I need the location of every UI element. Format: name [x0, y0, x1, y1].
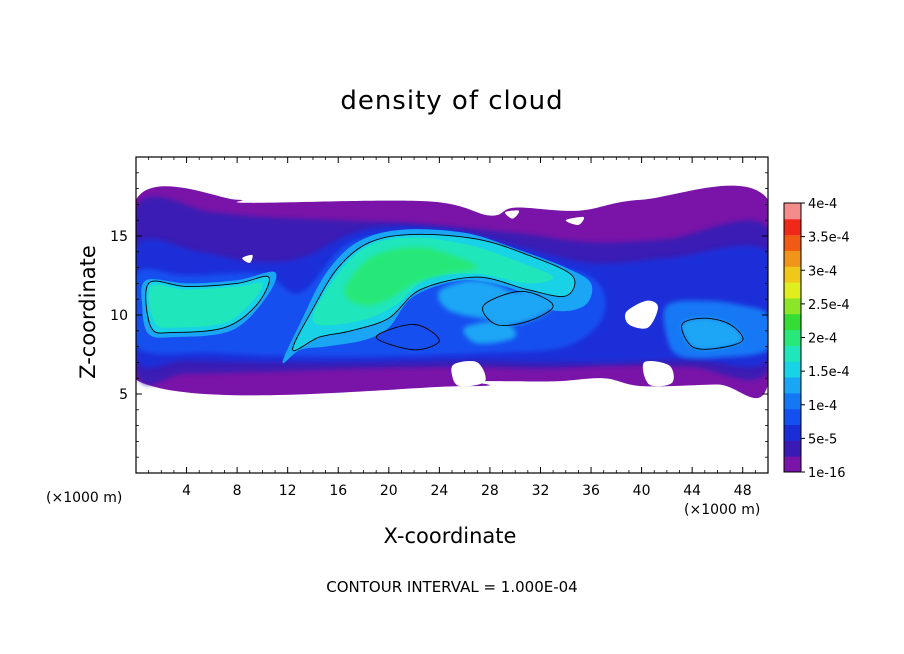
x-axis-label: X-coordinate [383, 524, 517, 548]
colorbar-tick-label: 4e-4 [808, 197, 837, 212]
contour-mid-patch [482, 290, 554, 326]
x-tick-label-20: 20 [380, 483, 398, 499]
cloud-free-gap-1 [504, 210, 520, 219]
colorbar-swatch [784, 250, 801, 267]
colorbar: 1e-16 5e-5 1e-4 1.5e-4 2e-4 2.5e-4 3e-4 3.5e-4 4… [783, 197, 850, 481]
x-tick-label-28: 28 [481, 483, 499, 499]
colorbar-swatch [784, 329, 801, 346]
colorbar-tick-label: 5e-5 [808, 432, 837, 447]
cloud-free-gap-4 [642, 361, 674, 387]
cloud-free-gap-3 [451, 361, 486, 387]
colorbar-swatch [784, 392, 801, 410]
colorbar-swatch [784, 282, 801, 299]
colorbar-swatch [784, 234, 801, 251]
x-tick-label-40: 40 [633, 483, 651, 499]
x-tick-label-8: 8 [233, 483, 242, 499]
contour-interval-note: CONTOUR INTERVAL = 1.000E-04 [326, 578, 578, 596]
colorbar-swatch [784, 377, 801, 394]
colorbar-swatch [784, 345, 801, 362]
colorbar-swatch [784, 218, 801, 236]
x-tick-label-36: 36 [582, 483, 600, 499]
contour-anvil [292, 233, 576, 352]
x-unit-label-left: (×1000 m) [46, 490, 123, 506]
y-axis-label: Z-coordinate [76, 245, 100, 379]
left-cell-core [148, 282, 263, 328]
x-unit-label-right: (×1000 m) [684, 502, 761, 518]
colorbar-tick-label: 2.5e-4 [808, 298, 850, 313]
right-cell-core [681, 318, 744, 350]
contour-left-cell [145, 275, 270, 334]
x-tick-label-4: 4 [182, 483, 191, 499]
mid-patch-1 [482, 291, 554, 326]
colorbar-tick-label: 1e-4 [808, 399, 837, 414]
x-tick-label-12: 12 [279, 483, 297, 499]
contour-right-cell [681, 317, 744, 350]
colorbar-tick-label: 3e-4 [808, 264, 837, 279]
x-tick-label-32: 32 [532, 483, 550, 499]
y-tick-label-15: 15 [110, 229, 128, 245]
colorbar-swatch [784, 456, 801, 473]
density-field [136, 185, 768, 399]
colorbar-swatch [784, 408, 801, 425]
colorbar-tick-label: 1e-16 [808, 466, 846, 481]
x-tick-label-24: 24 [430, 483, 448, 499]
anvil-peak [344, 247, 478, 306]
y-tick-label-5: 5 [119, 387, 128, 403]
cloud-free-gap-5 [565, 216, 585, 225]
colorbar-tick-label: 3.5e-4 [808, 231, 850, 246]
colorbar-swatch [784, 266, 801, 283]
colorbar-swatch [784, 424, 801, 441]
contour-low-patch [375, 324, 440, 351]
cloud-free-gap-2 [624, 300, 659, 329]
mid-patch-2 [463, 320, 517, 344]
cloud-free-gap-0 [242, 254, 253, 263]
colorbar-swatch [784, 440, 801, 457]
colorbar-swatch [784, 203, 801, 220]
x-tick-label-48: 48 [734, 483, 752, 499]
colorbar-swatch [784, 313, 801, 331]
x-tick-label-16: 16 [329, 483, 347, 499]
x-tick-label-44: 44 [683, 483, 701, 499]
contour-lines [145, 233, 744, 352]
colorbar-tick-label: 2e-4 [808, 332, 837, 347]
chart-title: density of cloud [340, 86, 564, 116]
colorbar-swatch [784, 297, 801, 315]
colorbar-swatch [784, 361, 801, 378]
colorbar-tick-label: 1.5e-4 [808, 365, 850, 380]
y-tick-label-10: 10 [110, 308, 128, 324]
